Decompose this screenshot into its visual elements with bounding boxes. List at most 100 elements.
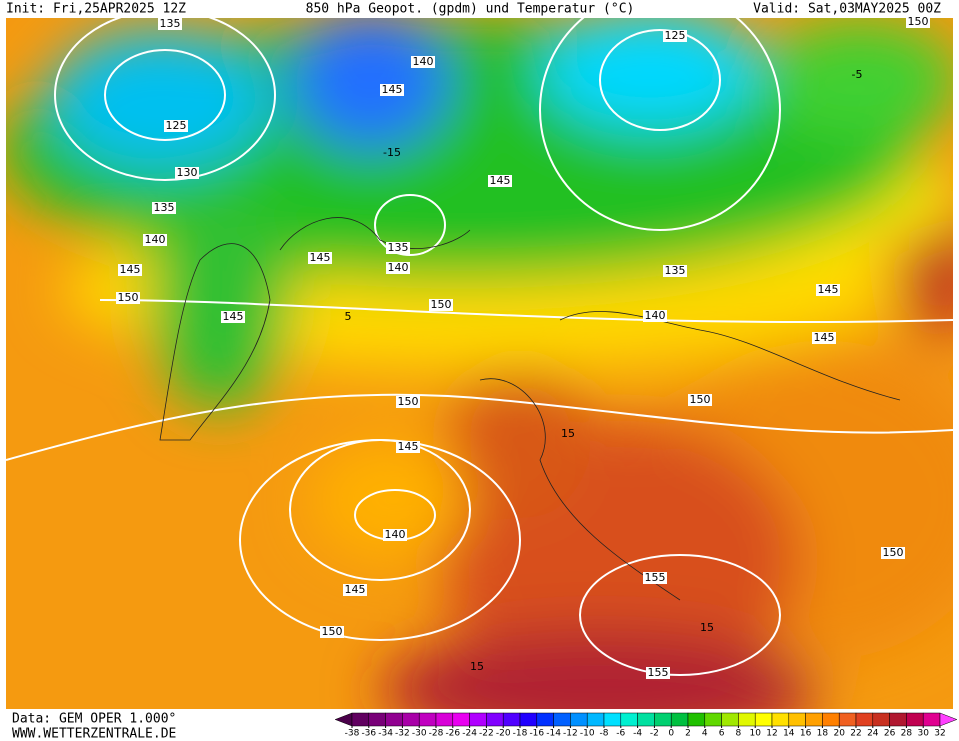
colorbar-tick-label: -32 <box>395 729 410 739</box>
colorbar-tick-label: 0 <box>668 729 674 739</box>
colorbar-box <box>872 712 890 727</box>
colorbar-box <box>738 712 756 727</box>
colorbar-box <box>351 712 370 727</box>
colorbar-tick-label: -28 <box>429 729 444 739</box>
geopotential-label: 140 <box>388 261 409 274</box>
colorbar-box <box>603 712 622 727</box>
label-bg <box>643 572 667 584</box>
colorbar-tick-label: -8 <box>600 729 609 739</box>
geopotential-label: 135 <box>665 264 686 277</box>
colorbar-box <box>906 712 924 727</box>
colorbar-tick-label: -30 <box>412 729 427 739</box>
geopotential-label: 135 <box>160 17 181 30</box>
colorbar-box <box>452 712 470 727</box>
colorbar-box <box>922 712 941 727</box>
colorbar-box <box>654 712 672 727</box>
geopotential-label: 145 <box>490 174 511 187</box>
geopotential-label: 145 <box>120 263 141 276</box>
site-url: WWW.WETTERZENTRALE.DE <box>12 727 176 741</box>
colorbar-box <box>754 712 773 727</box>
geopotential-label: 155 <box>648 666 669 679</box>
label-bg <box>343 584 367 596</box>
label-bg <box>386 242 410 254</box>
label-bg <box>411 56 435 68</box>
colorbar-box <box>788 712 806 727</box>
colorbar-box <box>368 712 386 727</box>
colorbar-box <box>486 712 504 727</box>
label-bg <box>396 396 420 408</box>
geopotential-contours <box>6 18 953 676</box>
colorbar-tick-label: 8 <box>736 729 742 739</box>
colorbar-tick-label: -16 <box>529 729 544 739</box>
data-source: Data: GEM OPER 1.000° <box>12 712 176 727</box>
temperature-label: -5 <box>852 68 863 81</box>
geopotential-label: 140 <box>385 528 406 541</box>
label-bg <box>380 84 404 96</box>
colorbar-box <box>553 712 571 727</box>
geopotential-label: 145 <box>818 283 839 296</box>
colorbar-tick-label: 10 <box>749 729 761 739</box>
label-bg <box>386 262 410 274</box>
temperature-label: 15 <box>470 660 484 673</box>
colorbar-tick-label: -6 <box>616 729 625 739</box>
colorbar-box <box>637 712 655 727</box>
geopotential-label: 150 <box>322 625 343 638</box>
geopotential-label: 150 <box>431 298 452 311</box>
colorbar-box <box>402 712 420 727</box>
geopotential-label: 155 <box>645 571 666 584</box>
colorbar-box <box>536 712 554 727</box>
geopotential-label: 125 <box>665 29 686 42</box>
init-label: Init: Fri,25APR2025 12Z <box>6 2 186 17</box>
colorbar-tick-label: -38 <box>345 729 360 739</box>
map-title: 850 hPa Geopot. (gpdm) und Temperatur (°… <box>306 2 635 17</box>
colorbar-box <box>502 712 521 727</box>
colorbar-tick-label: -36 <box>361 729 376 739</box>
colorbar-tick-label: 4 <box>702 729 708 739</box>
colorbar-tick-label: -10 <box>580 729 595 739</box>
colorbar-tick-label: 18 <box>817 729 829 739</box>
geopotential-label: 150 <box>118 291 139 304</box>
label-bg <box>396 441 420 453</box>
geopotential-label: 150 <box>908 15 929 28</box>
colorbar-tick-label: 16 <box>800 729 812 739</box>
label-bg <box>143 234 167 246</box>
geopotential-label: 150 <box>883 546 904 559</box>
label-bg <box>116 292 140 304</box>
colorbar-box <box>385 712 403 727</box>
label-bg <box>688 394 712 406</box>
label-bg <box>221 311 245 323</box>
label-bg <box>175 167 199 179</box>
colorbar-tick-label: -24 <box>462 729 477 739</box>
colorbar-box <box>855 712 874 727</box>
colorbar-tick-label: -26 <box>445 729 460 739</box>
label-bg <box>812 332 836 344</box>
label-bg <box>308 252 332 264</box>
colorbar-box <box>838 712 857 727</box>
label-bg <box>816 284 840 296</box>
label-bg <box>646 667 670 679</box>
colorbar-tick-label: -20 <box>496 729 511 739</box>
colorbar-tick-label: -18 <box>513 729 528 739</box>
colorbar-tick-label: 30 <box>917 729 929 739</box>
geopotential-label: 145 <box>814 331 835 344</box>
label-bg <box>663 30 687 42</box>
geopotential-label: 135 <box>388 241 409 254</box>
colorbar-box <box>586 712 605 727</box>
label-bg <box>152 202 176 214</box>
label-bg <box>383 529 407 541</box>
colorbar-tick-label: -14 <box>546 729 561 739</box>
temperature-label: 15 <box>700 621 714 634</box>
colorbar-box <box>805 712 823 727</box>
geopotential-label: 150 <box>398 395 419 408</box>
label-bg <box>663 265 687 277</box>
colorbar-box <box>469 712 487 727</box>
geopotential-label: 145 <box>345 583 366 596</box>
geopotential-label: 135 <box>154 201 175 214</box>
colorbar-tick-label: 24 <box>867 729 879 739</box>
geopotential-label: 140 <box>145 233 166 246</box>
geopotential-label: 150 <box>690 393 711 406</box>
geopotential-label: 130 <box>177 166 198 179</box>
